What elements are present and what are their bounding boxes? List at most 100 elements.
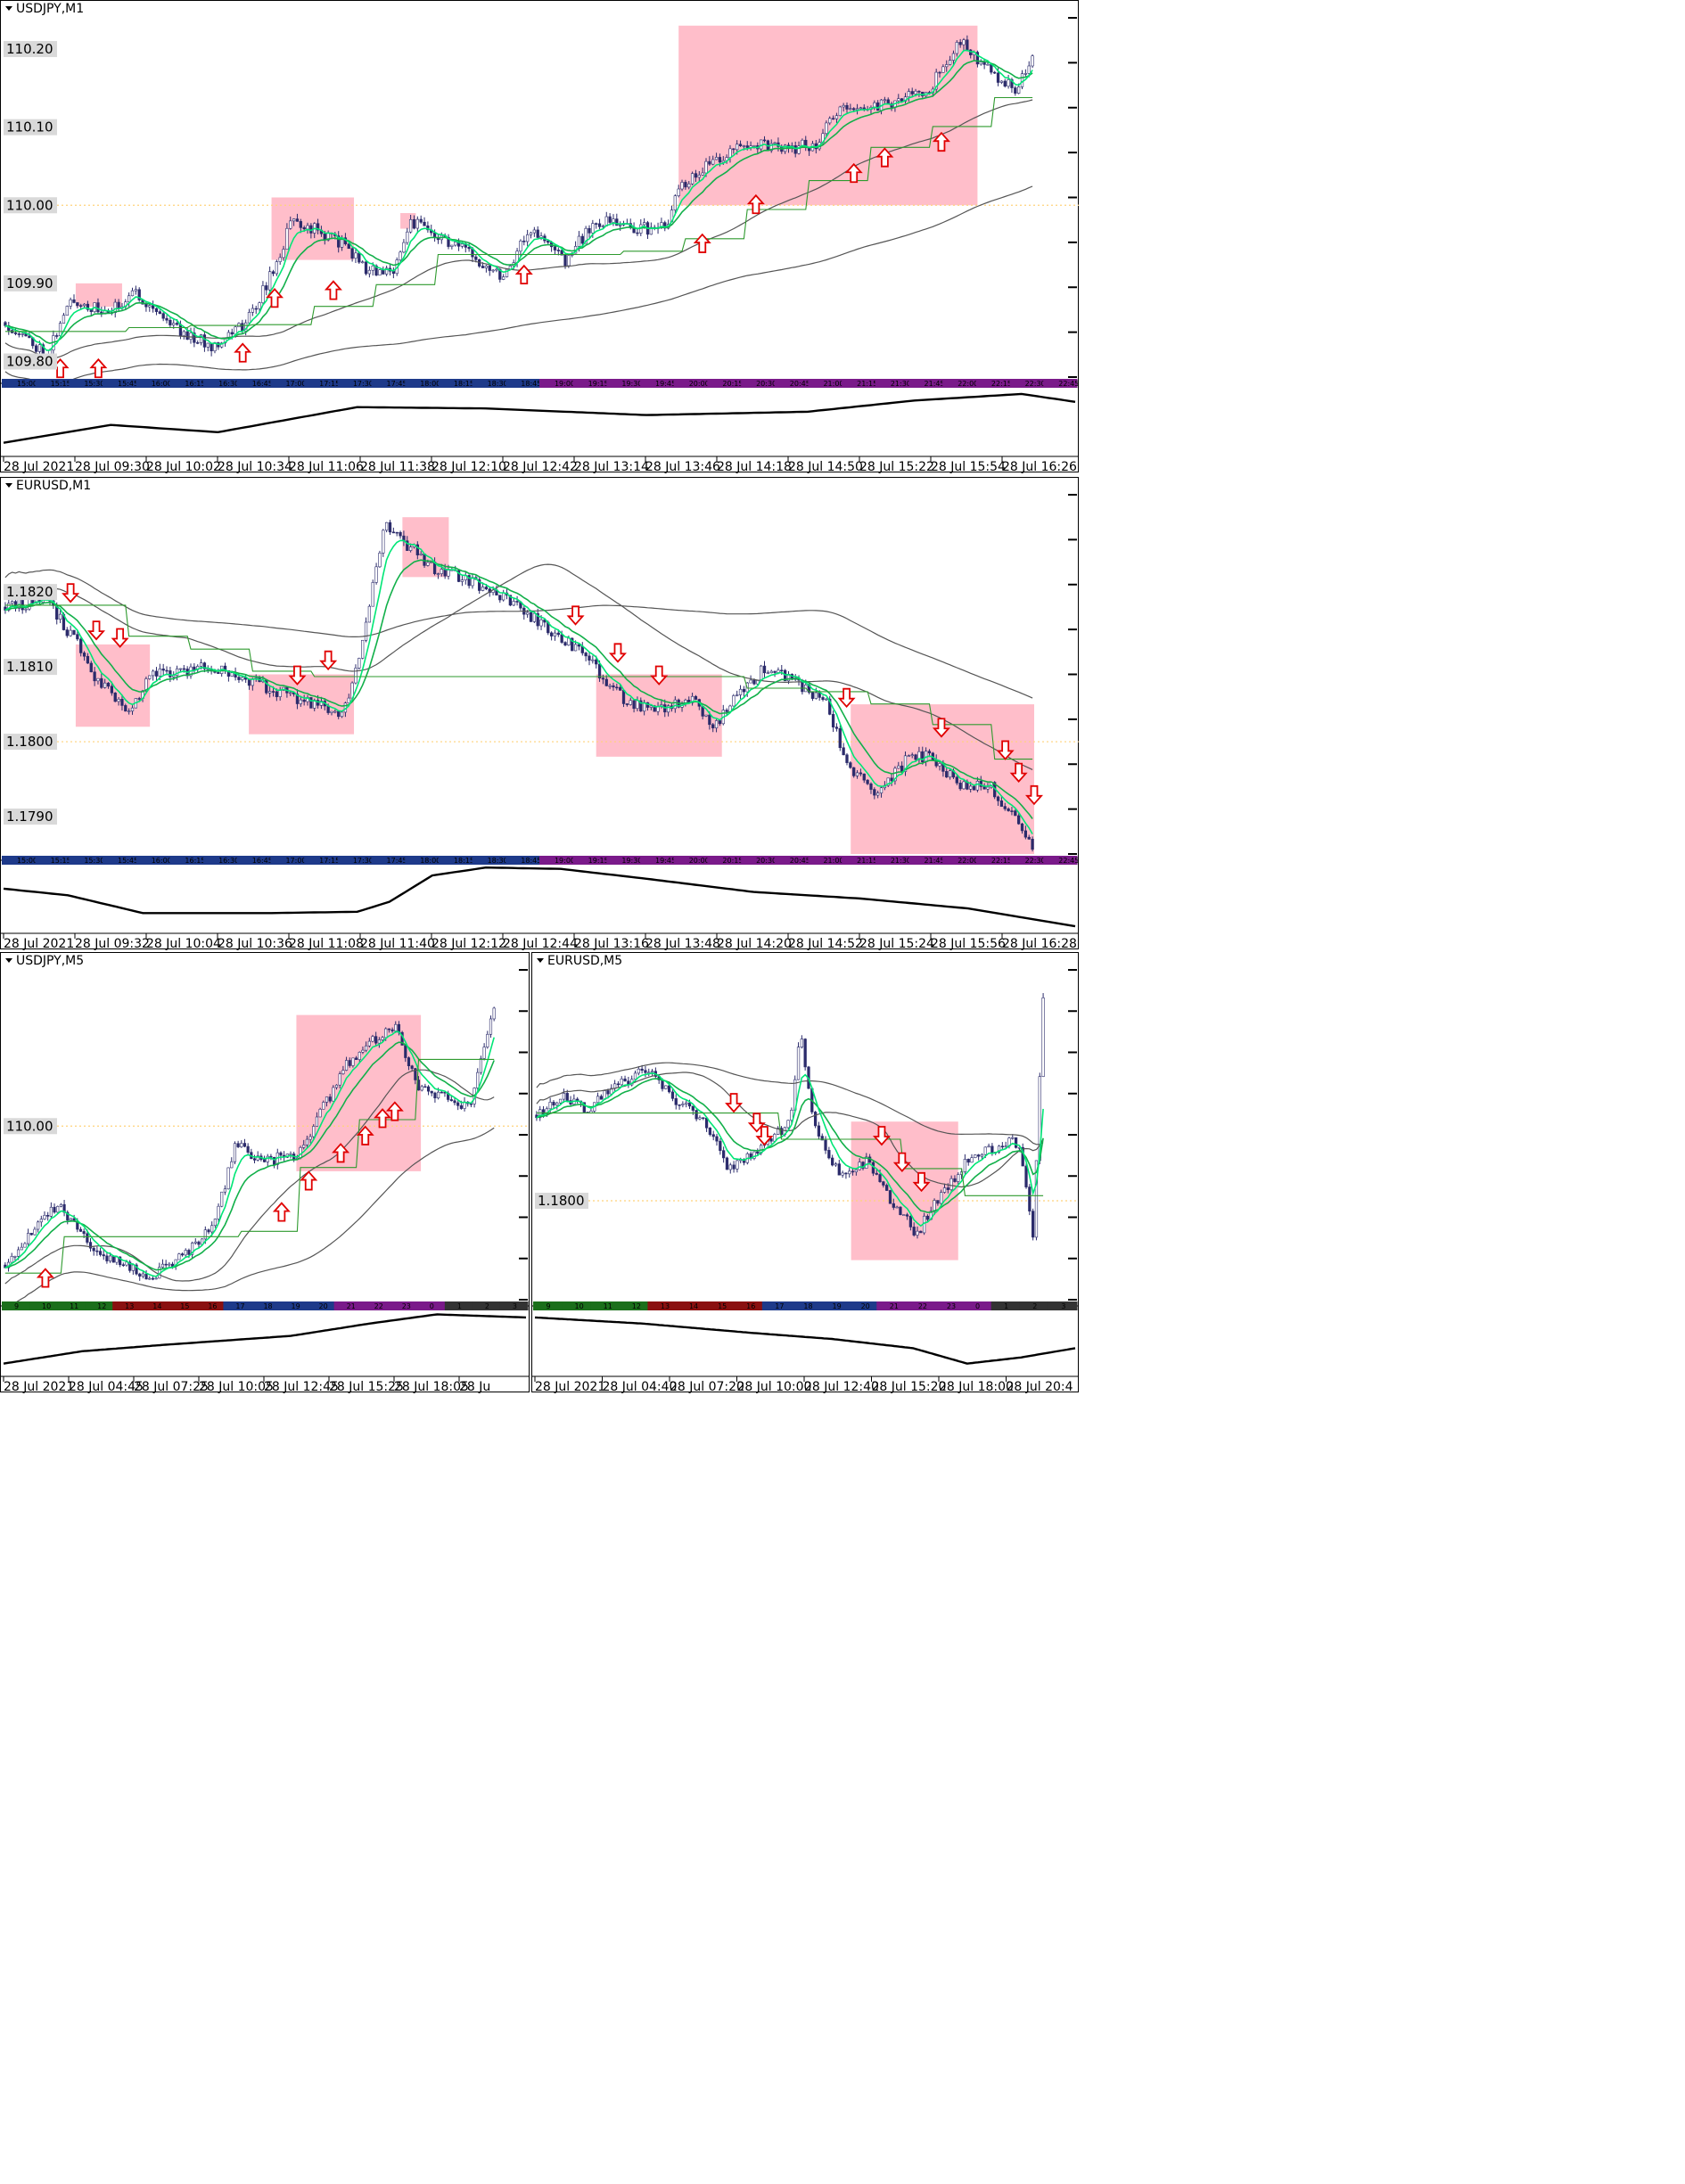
candle-body	[79, 305, 83, 308]
time-label: 28 Jul 07:25	[134, 1380, 209, 1394]
candle-body	[267, 691, 272, 694]
candle-body	[736, 694, 739, 696]
candle-body	[769, 1138, 773, 1142]
candle-body	[599, 1096, 603, 1100]
session-label: 18:00	[420, 380, 440, 388]
session-cell	[619, 1301, 648, 1310]
candle-body	[855, 108, 859, 111]
candle-body	[207, 1229, 210, 1233]
candle-body	[242, 1143, 247, 1147]
candle-body	[907, 755, 911, 758]
candle-body	[378, 553, 382, 568]
session-label: 16:15	[185, 380, 205, 388]
candle-body	[265, 285, 268, 291]
time-label: 28 Jul 15:20	[872, 1380, 947, 1394]
candle-body	[810, 692, 815, 699]
candle-body	[879, 787, 884, 793]
candle-body	[226, 332, 231, 340]
candle-body	[289, 692, 292, 694]
ema-fast-line	[4, 539, 1033, 834]
candle-body	[302, 227, 306, 230]
sma-mid-line	[4, 1069, 495, 1285]
candle-body	[419, 218, 423, 223]
candle-body	[908, 1215, 913, 1227]
candle-body	[210, 1225, 214, 1233]
candle-body	[144, 303, 148, 308]
candle-body	[295, 694, 300, 704]
candle-body	[315, 1116, 319, 1127]
candle-body	[93, 671, 96, 682]
candle-body	[378, 269, 382, 276]
candle-body	[1023, 73, 1028, 75]
oscillator-line	[3, 1313, 527, 1365]
session-cell	[673, 856, 708, 865]
candle-body	[309, 697, 313, 709]
candle-body	[962, 781, 966, 790]
session-label: 0	[975, 1302, 980, 1310]
candle-body	[529, 612, 533, 622]
session-cell	[2, 379, 37, 388]
candle-body	[415, 544, 419, 555]
candle-body	[354, 252, 358, 259]
session-cell	[29, 1301, 58, 1310]
session-cell	[640, 856, 675, 865]
candle-body	[135, 1264, 138, 1275]
session-label: 2	[1032, 1302, 1037, 1310]
candle-body	[548, 1102, 552, 1110]
candle-body	[921, 751, 925, 763]
candle-body	[230, 1161, 234, 1169]
candle-body	[407, 1057, 411, 1067]
session-label: 9	[14, 1302, 19, 1310]
candle-body	[821, 697, 825, 701]
buy-arrow-icon	[332, 1143, 350, 1163]
candle-body	[1003, 806, 1007, 809]
session-label: 19:30	[621, 857, 642, 865]
session-cell	[539, 379, 574, 388]
candle-body	[10, 601, 14, 604]
signal-zone	[678, 25, 978, 206]
candle-body	[687, 183, 691, 188]
session-cell	[472, 379, 506, 388]
candle-body	[316, 223, 320, 231]
candle-body	[828, 118, 832, 124]
buy-arrow-icon	[875, 147, 894, 168]
candle-body	[824, 1139, 827, 1151]
candle-body	[467, 575, 471, 587]
session-label: 15:00	[17, 380, 37, 388]
candle-body	[749, 679, 752, 684]
candle-body	[217, 1205, 220, 1219]
candle-body	[371, 582, 374, 607]
eurusd-m1-chart[interactable]: 1.1820 1.1810 1.1800 1.1790 EURUSD,M1 15:00 15…	[0, 477, 1079, 952]
candle-body	[957, 1174, 960, 1182]
candle-body	[426, 226, 430, 231]
candle-body	[619, 225, 622, 226]
session-label: 23	[947, 1302, 956, 1310]
usdjpy-m1-chart[interactable]: 110.20 110.10 110.00 109.90 109.80 USDJPY,M1 1…	[0, 0, 1079, 475]
ema-fast-line	[536, 1071, 1044, 1227]
time-label: 28 Jul 12:12	[432, 937, 506, 951]
candle-body	[230, 672, 234, 677]
candle-body	[354, 668, 358, 684]
candle-body	[974, 1154, 977, 1159]
sell-arrow-icon	[892, 1152, 911, 1172]
candle-body	[100, 677, 103, 688]
session-label: 20:00	[689, 380, 710, 388]
candle-body	[1010, 79, 1014, 88]
candle-body	[890, 777, 893, 782]
candle-body	[1010, 810, 1014, 812]
session-cell	[203, 856, 238, 865]
candle-body	[558, 1098, 563, 1104]
candle-body	[620, 1078, 623, 1086]
session-cell	[942, 856, 977, 865]
candle-body	[571, 637, 574, 652]
candle-body	[382, 530, 385, 554]
candle-body	[460, 243, 464, 247]
candle-body	[130, 707, 135, 711]
candle-body	[677, 188, 680, 197]
candle-body	[519, 240, 522, 252]
time-label: 28 Jul 14:52	[788, 937, 863, 951]
candle-body	[49, 1206, 53, 1217]
time-label: 28 Jul 11:40	[360, 937, 435, 951]
